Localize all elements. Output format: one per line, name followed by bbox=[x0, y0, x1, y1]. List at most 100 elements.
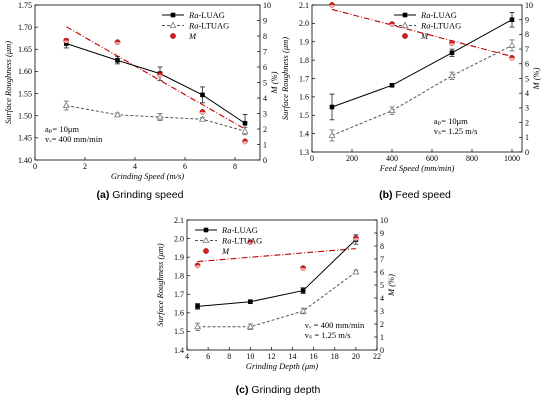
data-point-m-half bbox=[63, 40, 69, 44]
y-right-axis-title: M (%) bbox=[386, 274, 396, 297]
data-point-m-half bbox=[353, 238, 359, 241]
y-right-tick-label: 8 bbox=[263, 32, 267, 41]
x-tick-label: 400 bbox=[386, 154, 398, 163]
y-right-tick-label: 5 bbox=[525, 74, 529, 83]
m-fit-line bbox=[197, 248, 356, 263]
y-right-tick-label: 0 bbox=[263, 156, 267, 165]
x-tick-label: 1000 bbox=[504, 154, 520, 163]
data-point-m-half bbox=[199, 111, 206, 115]
legend-marker bbox=[170, 12, 176, 18]
y-right-tick-label: 4 bbox=[263, 94, 267, 103]
data-point-m-half bbox=[449, 43, 455, 46]
data-point-ra-luag bbox=[63, 41, 69, 46]
y-right-tick-label: 10 bbox=[380, 216, 388, 225]
caption-letter: (b) bbox=[379, 189, 395, 201]
y-right-tick-label: 4 bbox=[380, 294, 384, 303]
legend-marker bbox=[170, 33, 176, 39]
y-tick-label: 1.8 bbox=[299, 56, 309, 65]
data-point-ra-luag bbox=[300, 288, 306, 293]
y-tick-label: 1.8 bbox=[174, 272, 184, 281]
data-point-ra-luag bbox=[389, 82, 395, 88]
data-point-ra-ltuag bbox=[388, 106, 396, 114]
data-point-ra-ltuag bbox=[241, 127, 249, 134]
parameter-note: vₛ= 1.25 m/s bbox=[434, 126, 478, 136]
x-tick-label: 8 bbox=[227, 352, 231, 361]
y-tick-label: 1.55 bbox=[18, 89, 32, 98]
data-point-ra-luag bbox=[248, 299, 253, 305]
x-tick-label: 4 bbox=[185, 352, 189, 361]
parameter-note: aₚ= 10μm bbox=[434, 116, 468, 126]
x-tick-label: 6 bbox=[183, 162, 187, 171]
x-tick-label: 8 bbox=[233, 162, 237, 171]
data-point-ra-ltuag bbox=[156, 113, 164, 120]
x-tick-label: 14 bbox=[289, 352, 297, 361]
m-fit-line bbox=[65, 26, 246, 130]
series-line-ra-ltuag bbox=[331, 44, 513, 136]
caption-text: Grinding depth bbox=[251, 384, 320, 396]
x-tick-label: 10 bbox=[246, 352, 254, 361]
y-right-tick-label: 2 bbox=[380, 320, 384, 329]
plot-frame bbox=[311, 4, 523, 153]
panel-caption: (a) Grinding speed bbox=[97, 189, 184, 201]
y-right-tick-label: 5 bbox=[380, 281, 384, 290]
data-point-ra-luag bbox=[195, 304, 200, 309]
y-right-tick-label: 8 bbox=[525, 30, 529, 39]
data-point-m-half bbox=[194, 265, 201, 269]
y-right-tick-label: 7 bbox=[380, 255, 384, 264]
x-tick-label: 800 bbox=[466, 154, 478, 163]
y-right-tick-label: 5 bbox=[263, 78, 267, 87]
data-point-ra-ltuag bbox=[194, 322, 202, 330]
data-point-ra-ltuag bbox=[199, 115, 206, 122]
y-right-tick-label: 9 bbox=[525, 16, 529, 25]
y-right-tick-label: 1 bbox=[525, 133, 529, 142]
y-right-tick-label: 2 bbox=[263, 125, 267, 134]
parameter-note: vᵥ = 400 mm/min bbox=[305, 320, 365, 330]
y-tick-label: 1.4 bbox=[299, 129, 309, 138]
y-tick-label: 1.5 bbox=[299, 111, 309, 120]
x-axis-title: Feed Speed (mm/min) bbox=[379, 163, 455, 173]
y-right-tick-label: 9 bbox=[263, 16, 267, 25]
y-right-tick-label: 6 bbox=[525, 60, 529, 69]
y-tick-label: 1.9 bbox=[299, 38, 309, 47]
data-point-ra-ltuag bbox=[246, 322, 254, 330]
legend-entry: M bbox=[221, 246, 230, 256]
y-tick-label: 1.70 bbox=[18, 23, 32, 32]
series-line-ra-luag bbox=[331, 19, 513, 108]
legend-marker bbox=[203, 248, 209, 254]
data-point-ra-luag bbox=[242, 120, 248, 126]
data-point-m-half bbox=[157, 74, 163, 78]
legend-entry: M bbox=[188, 31, 197, 41]
x-tick-label: 0 bbox=[33, 162, 37, 171]
legend-marker bbox=[402, 33, 408, 39]
data-point-ra-ltuag bbox=[508, 41, 516, 48]
legend-entry: Ra-LTUAG bbox=[188, 21, 229, 31]
y-right-tick-label: 7 bbox=[525, 45, 529, 54]
x-tick-label: 2 bbox=[83, 162, 87, 171]
y-right-tick-label: 2 bbox=[525, 118, 529, 127]
x-tick-label: 18 bbox=[331, 352, 339, 361]
legend-marker bbox=[202, 236, 210, 243]
y-tick-label: 1.7 bbox=[299, 74, 309, 83]
y-right-axis-title: M (%) bbox=[269, 71, 279, 94]
data-point-ra-ltuag bbox=[448, 71, 456, 79]
y-tick-label: 1.4 bbox=[174, 346, 184, 355]
caption-text: Feed speed bbox=[395, 189, 451, 201]
m-fit-line bbox=[331, 8, 513, 57]
y-tick-label: 1.5 bbox=[174, 327, 184, 336]
y-tick-label: 1.50 bbox=[18, 112, 32, 121]
x-tick-label: 0 bbox=[310, 154, 314, 163]
chart-panel-2: 0 200 400 600 800 1000 1.3 1.4 1.5 1.6 1.7 1.8 1.9 2.… bbox=[280, 1, 541, 201]
data-point-m-half bbox=[329, 5, 335, 8]
caption-text: Grinding speed bbox=[112, 189, 183, 201]
caption-letter: (a) bbox=[97, 189, 113, 201]
y-right-tick-label: 3 bbox=[525, 104, 529, 113]
y-axis-title: Surface Roughness (μm) bbox=[155, 243, 165, 326]
data-point-ra-luag bbox=[449, 50, 455, 56]
data-point-ra-ltuag bbox=[114, 111, 121, 118]
data-point-ra-ltuag bbox=[352, 268, 360, 275]
y-right-tick-label: 1 bbox=[263, 140, 267, 149]
y-tick-label: 1.3 bbox=[299, 148, 309, 157]
data-point-ra-luag bbox=[509, 17, 515, 22]
y-tick-label: 1.6 bbox=[174, 309, 184, 318]
